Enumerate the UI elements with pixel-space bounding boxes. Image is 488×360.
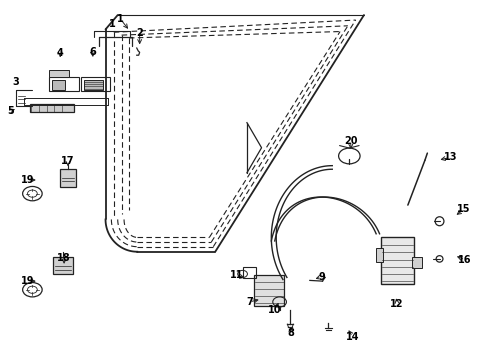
Text: 9: 9 xyxy=(318,272,324,282)
Text: 10: 10 xyxy=(267,305,281,315)
Text: 4: 4 xyxy=(57,48,63,58)
Text: 19: 19 xyxy=(20,175,34,185)
Bar xyxy=(411,257,421,268)
Bar xyxy=(81,77,110,91)
Bar xyxy=(52,80,64,90)
Bar xyxy=(375,248,383,262)
Text: 8: 8 xyxy=(287,328,294,338)
Text: 20: 20 xyxy=(344,136,357,145)
Text: 16: 16 xyxy=(457,255,471,265)
Bar xyxy=(53,257,73,274)
Text: 1: 1 xyxy=(108,19,115,29)
Bar xyxy=(30,104,74,112)
Text: 17: 17 xyxy=(61,156,75,166)
Text: 18: 18 xyxy=(57,253,71,263)
Text: 14: 14 xyxy=(346,332,359,342)
Bar xyxy=(49,70,69,77)
Text: 11: 11 xyxy=(229,270,243,280)
Bar xyxy=(83,80,103,90)
Bar xyxy=(60,168,76,187)
Text: 1: 1 xyxy=(117,14,123,24)
Bar xyxy=(49,77,79,91)
Bar xyxy=(254,275,284,306)
Text: 7: 7 xyxy=(245,297,252,307)
Bar xyxy=(380,237,413,284)
Text: 2: 2 xyxy=(136,28,143,38)
Text: 12: 12 xyxy=(389,299,403,309)
Text: 6: 6 xyxy=(89,46,96,57)
Bar xyxy=(242,267,256,278)
Text: 3: 3 xyxy=(12,77,19,87)
Text: 19: 19 xyxy=(20,276,34,286)
Text: 15: 15 xyxy=(456,204,470,215)
Text: 13: 13 xyxy=(443,152,456,162)
Text: 5: 5 xyxy=(7,106,14,116)
